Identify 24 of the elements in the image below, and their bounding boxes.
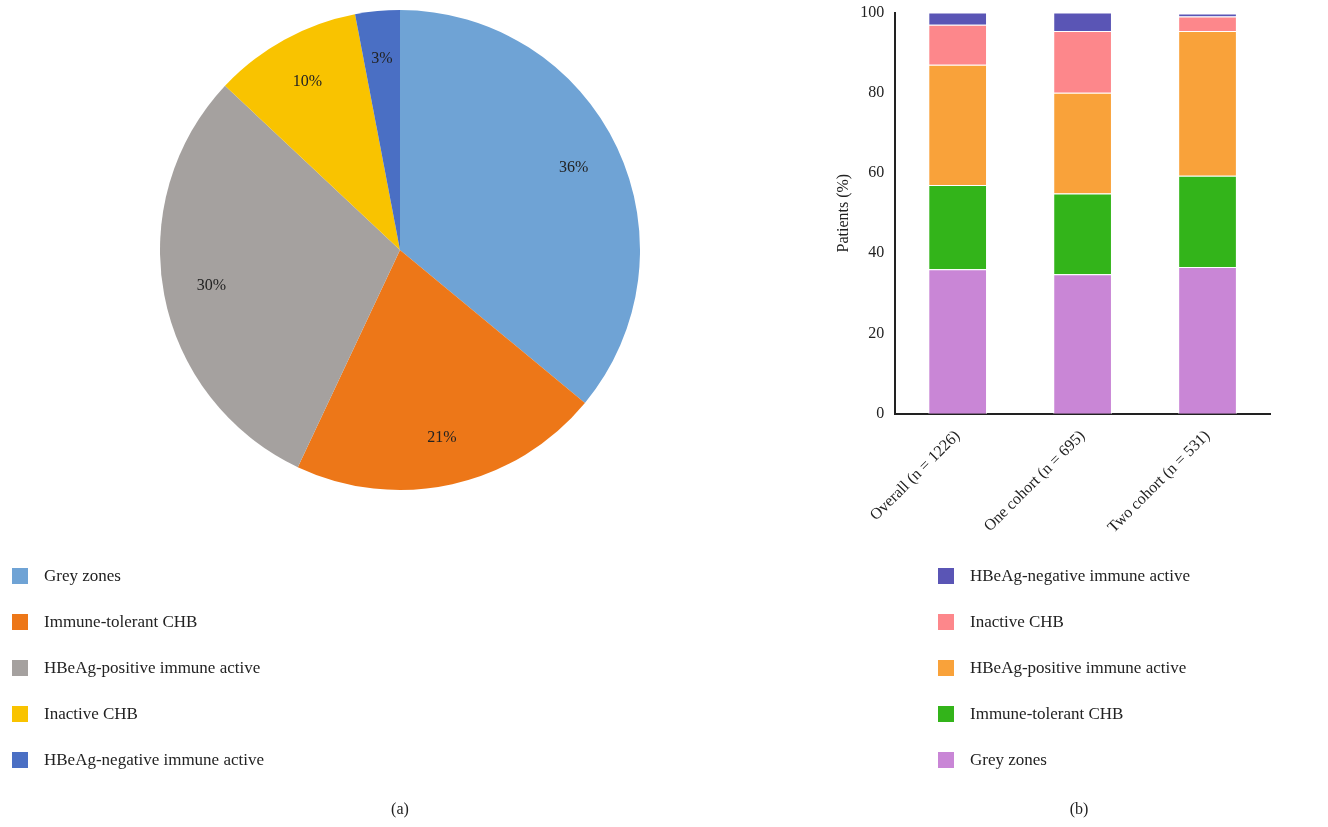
legend-label: Grey zones (970, 750, 1047, 770)
legend-label: Inactive CHB (970, 612, 1064, 632)
legend-label: HBeAg-positive immune active (44, 658, 261, 678)
data-label: 21% (427, 427, 457, 445)
y-tick-label: 40 (868, 243, 885, 261)
legend-label: Immune-tolerant CHB (44, 612, 198, 632)
data-label: 36% (559, 158, 589, 176)
text: (b) (1068, 800, 1090, 818)
legend-label: Immune-tolerant CHB (970, 704, 1124, 724)
text: (a) (390, 800, 410, 818)
legend-label: Grey zones (44, 566, 121, 586)
legend-label: HBeAg-positive immune active (970, 658, 1187, 678)
y-tick-label: 0 (876, 403, 885, 421)
legend-label: HBeAg-negative immune active (970, 566, 1190, 586)
legend-label: HBeAg-negative immune active (44, 750, 264, 770)
y-tick-label: 60 (868, 163, 885, 181)
y-tick-label: 100 (860, 2, 885, 20)
legend-label: Inactive CHB (44, 704, 138, 724)
data-label: 3% (371, 49, 393, 67)
y-axis-title: Patients (%) (833, 173, 852, 253)
y-tick-label: 20 (868, 323, 885, 341)
y-tick-label: 80 (868, 83, 885, 101)
data-label: 10% (292, 71, 323, 89)
data-label: 30% (196, 276, 227, 294)
